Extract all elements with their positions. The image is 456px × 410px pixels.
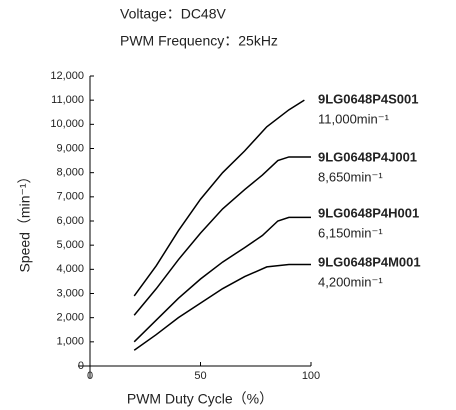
x-axis-label: PWM Duty Cycle（%） — [127, 391, 273, 407]
y-tick-label: 9,000 — [56, 142, 84, 154]
y-tick-label: 12,000 — [50, 70, 84, 82]
x-tick-label: 50 — [194, 370, 206, 382]
series-line — [133, 156, 311, 316]
y-tick-label: 8,000 — [56, 167, 84, 179]
series-annotation: 4,200min⁻¹ — [318, 274, 383, 289]
y-tick-label: 4,000 — [56, 263, 84, 275]
y-tick-label: 2,000 — [56, 312, 84, 324]
y-tick-label: 1,000 — [56, 336, 84, 348]
y-tick-label: 5,000 — [56, 239, 84, 251]
subtitle: PWM Frequency：25kHz — [120, 33, 278, 49]
x-tick-label: 0 — [87, 370, 93, 382]
series-line — [133, 216, 311, 343]
y-tick-label: 7,000 — [56, 191, 84, 203]
y-tick-label: 3,000 — [56, 287, 84, 299]
series-name: 9LG0648P4S001 — [318, 91, 418, 106]
series-annotation: 6,150min⁻¹ — [318, 225, 383, 240]
series-line — [133, 263, 311, 351]
y-tick-label: 6,000 — [56, 215, 84, 227]
series-annotation: 11,000min⁻¹ — [318, 111, 390, 126]
series-name: 9LG0648P4M001 — [318, 254, 421, 269]
series-name: 9LG0648P4J001 — [318, 149, 417, 164]
y-tick-label: 10,000 — [50, 118, 84, 130]
series-annotation: 8,650min⁻¹ — [318, 169, 383, 184]
x-tick-label: 100 — [302, 370, 320, 382]
series-name: 9LG0648P4H001 — [318, 205, 419, 220]
subtitle: Voltage：DC48V — [120, 6, 227, 22]
y-tick-label: 11,000 — [51, 94, 84, 106]
y-axis-label: Speed（min⁻¹） — [17, 169, 33, 272]
series-line — [133, 99, 305, 297]
y-tick-label: 0 — [78, 360, 84, 372]
